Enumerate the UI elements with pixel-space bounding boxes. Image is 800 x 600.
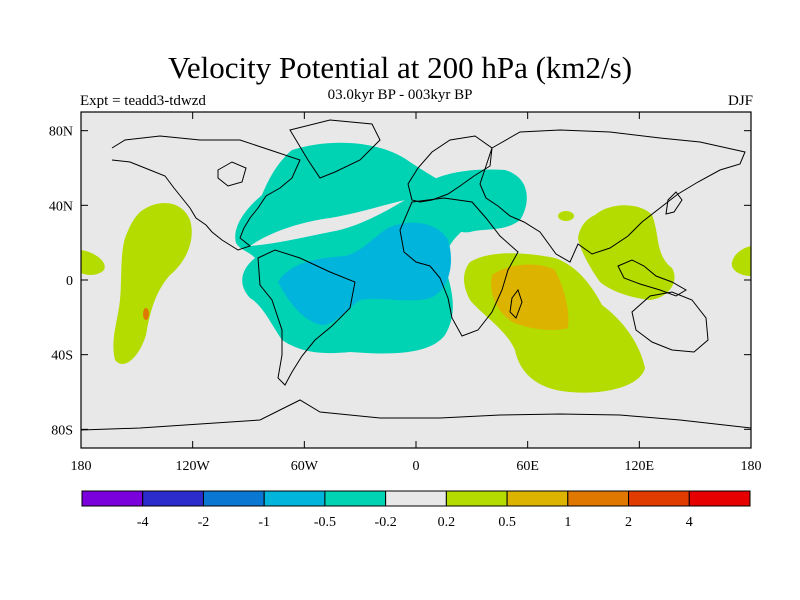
contour-pos-0.2-east-edge <box>731 246 751 276</box>
coast-madagascar <box>509 288 523 319</box>
colorbar-box-7 <box>506 490 569 507</box>
season-label: DJF <box>727 93 753 109</box>
colorbar: -4 -2 -1 -0.5 -0.2 0.2 0.5 1 2 4 <box>81 490 751 530</box>
colorbar-box-10 <box>688 490 751 507</box>
contour-pos-1-pacific-spot <box>143 308 149 320</box>
coast-antarctica <box>81 399 751 431</box>
coast-indonesia <box>617 259 687 297</box>
colorbar-box-2 <box>202 490 265 507</box>
lon-tick-label: 60E <box>516 459 539 474</box>
map-axes: 180 120W 60W 0 60E 120E 180 80N 40N 0 40S 80S <box>49 112 762 474</box>
contour-neg-0.5-amazon-africa <box>278 222 451 325</box>
colorbar-box-8 <box>567 490 630 507</box>
gap-north-atlantic <box>250 200 405 246</box>
lon-tick-label: 180 <box>741 459 762 474</box>
colorbar-label: -0.5 <box>314 515 336 530</box>
colorbar-box-9 <box>628 490 690 507</box>
coastlines <box>81 119 751 431</box>
lat-tick-label: 80S <box>51 423 73 438</box>
contour-pos-0.2-west-edge <box>81 250 105 275</box>
colorbar-labels: -4 -2 -1 -0.5 -0.2 0.2 0.5 1 2 4 <box>137 515 693 530</box>
contour-pos-0.2-small-cell <box>558 211 574 221</box>
lat-tick-label: 0 <box>66 274 73 289</box>
contour-neg-0.2-mideast <box>412 169 527 233</box>
plot-subtitle: 03.0kyr BP - 003kyr BP <box>327 87 473 103</box>
colorbar-box-6 <box>445 490 508 507</box>
coast-hudson-bay <box>217 161 247 187</box>
coast-africa <box>399 197 519 337</box>
colorbar-box-1 <box>142 490 204 507</box>
plot-title: Velocity Potential at 200 hPa (km2/s) <box>167 50 633 85</box>
colorbar-box-3 <box>263 490 326 507</box>
colorbar-box-5 <box>385 490 447 507</box>
coast-south-america <box>257 249 356 386</box>
lon-tick-label: 60W <box>291 459 319 474</box>
colorbar-label: 4 <box>686 515 693 530</box>
lat-tick-label: 40N <box>49 199 73 214</box>
coast-greenland <box>289 119 381 179</box>
colorbar-label: 0.2 <box>438 515 456 530</box>
colorbar-label: 2 <box>625 515 632 530</box>
colorbar-boxes <box>81 490 751 507</box>
colorbar-label: 0.5 <box>498 515 516 530</box>
colorbar-box-4 <box>324 490 387 507</box>
contour-pos-0.5-indian-ocean <box>491 264 569 330</box>
lon-tick-label: 180 <box>71 459 92 474</box>
lon-tick-label: 0 <box>413 459 420 474</box>
coast-north-america <box>111 135 301 251</box>
lon-tick-label: 120W <box>176 459 211 474</box>
lat-tick-label: 40S <box>51 349 73 364</box>
contour-pos-0.2-maritime-continent <box>578 205 675 300</box>
lat-tick-label: 80N <box>49 125 73 140</box>
colorbar-label: -4 <box>137 515 149 530</box>
colorbar-label: 1 <box>564 515 571 530</box>
colorbar-label: -0.2 <box>375 515 397 530</box>
experiment-label: Expt = teadd3-tdwzd <box>80 93 206 109</box>
colorbar-label: -2 <box>198 515 210 530</box>
coast-asia <box>479 129 746 263</box>
map-plot <box>81 112 751 448</box>
coast-australia <box>631 291 709 353</box>
contour-pos-0.2-east-pacific <box>113 202 192 364</box>
coast-japan <box>665 191 683 215</box>
lon-tick-label: 120E <box>625 459 655 474</box>
colorbar-box-0 <box>81 490 144 507</box>
colorbar-label: -1 <box>258 515 270 530</box>
